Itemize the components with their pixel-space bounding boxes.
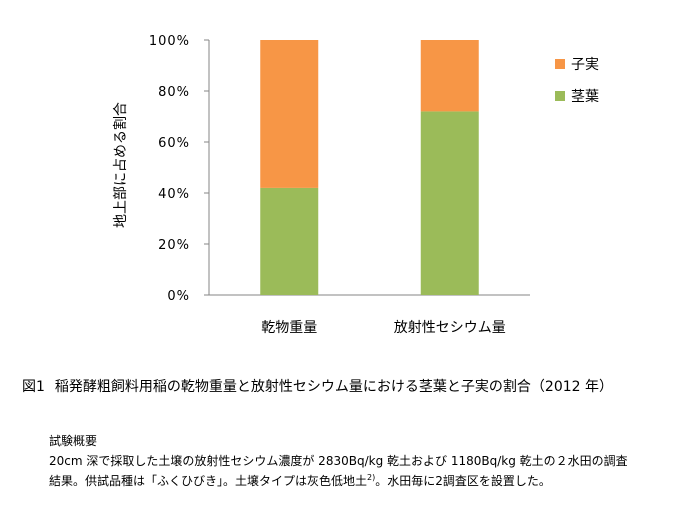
notes-line-2-tail: 。水田毎に2調査区を設置した。: [375, 474, 551, 488]
figure-caption-text: 稲発酵粗飼料用稲の乾物重量と放射性セシウム量における茎葉と子実の割合（2012 …: [54, 379, 613, 395]
legend-label: 子実: [571, 57, 599, 73]
x-axis-labels: 乾物重量 放射性セシウム量: [261, 320, 506, 336]
x-category-label: 乾物重量: [261, 320, 317, 336]
legend-swatch: [555, 91, 565, 101]
experiment-notes: 試験概要 20cm 深で採取した土壌の放射性セシウム濃度が 2830Bq/kg …: [49, 431, 628, 491]
y-tick-label: 80%: [158, 85, 190, 100]
y-axis-label: 地上部に占める割合: [112, 102, 129, 228]
notes-line-1: 20cm 深で採取した土壌の放射性セシウム濃度が 2830Bq/kg 乾土および…: [49, 454, 628, 468]
legend-label: 茎葉: [571, 89, 599, 105]
bar-segment: [260, 187, 319, 295]
footnote-ref: 2): [367, 473, 376, 482]
notes-line-2-text: 結果。供試品種は「ふくひびき」。土壌タイプは灰色低地土: [49, 474, 368, 488]
y-tick-label: 0%: [167, 289, 190, 304]
y-tick-label: 100%: [149, 34, 190, 49]
bar-segment: [260, 40, 319, 188]
figure-number: 図1: [22, 379, 45, 395]
stacked-bar-chart: 地上部に占める割合 0% 20% 40% 60% 80% 100% 乾物重量 放射性セシウム…: [112, 34, 599, 336]
y-tick-label: 40%: [158, 187, 190, 202]
y-axis-ticks: 0% 20% 40% 60% 80% 100%: [149, 34, 209, 304]
notes-line-2: 結果。供試品種は「ふくひびき」。土壌タイプは灰色低地土2)。水田毎に2調査区を設…: [49, 471, 628, 491]
y-tick-label: 20%: [158, 238, 190, 253]
bars: [260, 40, 479, 296]
bar-segment: [420, 111, 479, 296]
bar-segment: [420, 40, 479, 112]
legend-swatch: [555, 59, 565, 69]
x-category-label: 放射性セシウム量: [394, 320, 506, 336]
y-tick-label: 60%: [158, 136, 190, 151]
figure-caption: 図1 稲発酵粗飼料用稲の乾物重量と放射性セシウム量における茎葉と子実の割合（201…: [22, 376, 613, 396]
notes-heading: 試験概要: [49, 434, 98, 448]
